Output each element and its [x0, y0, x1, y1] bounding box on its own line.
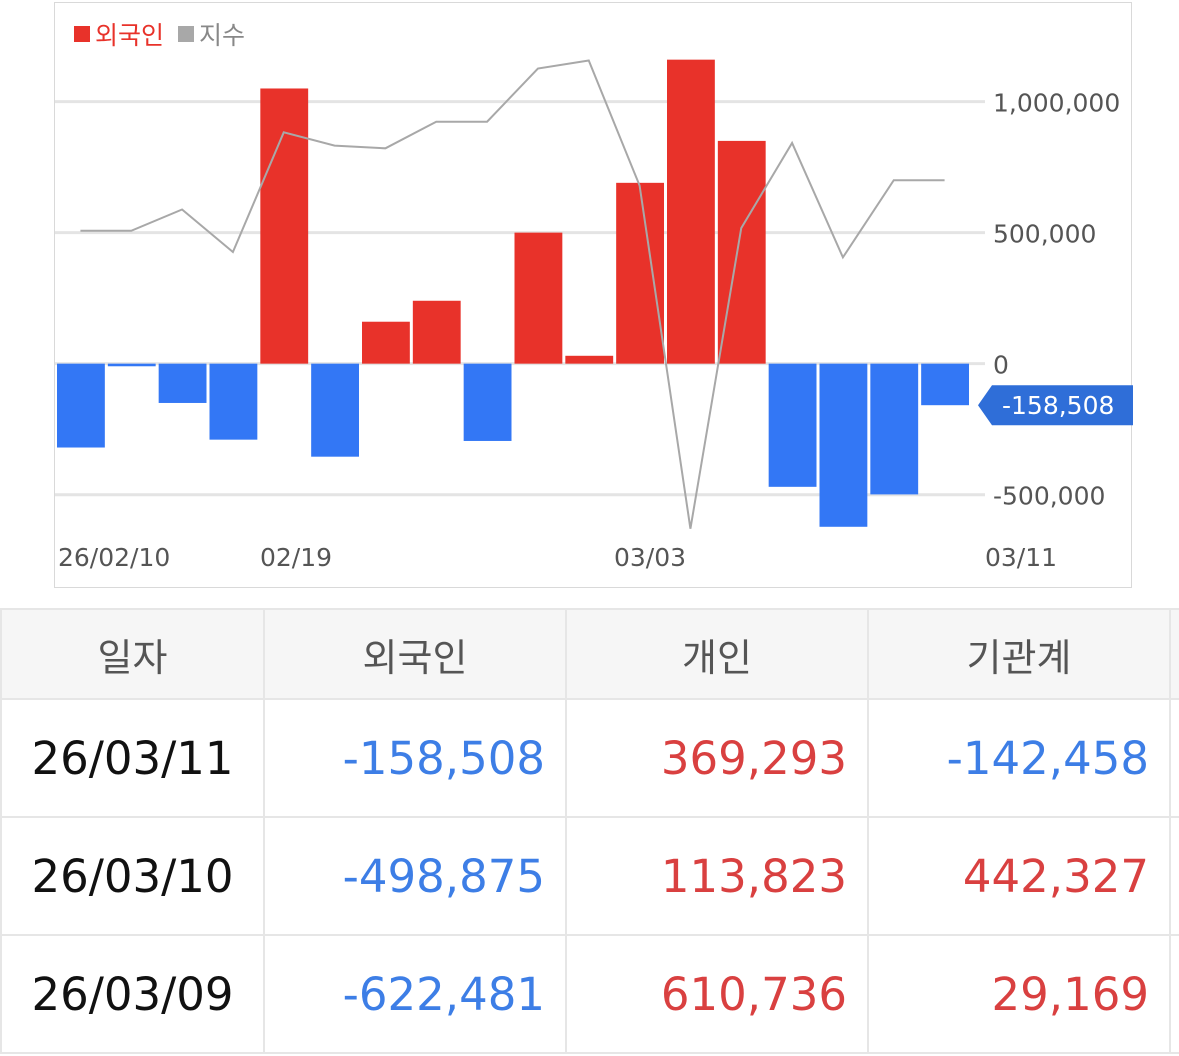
row-overflow [1169, 816, 1179, 936]
table-row[interactable]: 26/03/10 -498,875 113,823 442,327 [0, 816, 1179, 936]
bar-foreign-26/02/24[interactable] [412, 300, 461, 364]
row-foreign: -498,875 [263, 816, 567, 936]
bar-foreign-26/02/27[interactable] [565, 355, 614, 364]
legend-label-foreign: 외국인 [95, 21, 165, 50]
bar-foreign-26/03/05[interactable] [717, 140, 766, 364]
x-tick-label: 03/03 [614, 543, 686, 572]
bar-foreign-26/02/26[interactable] [514, 232, 563, 364]
index-line [80, 59, 945, 529]
row-individual: 369,293 [565, 698, 869, 818]
row-foreign: -158,508 [263, 698, 567, 818]
bar-foreign-26/02/12[interactable] [158, 363, 207, 403]
chart-legend: 외국인 지수 [74, 16, 259, 52]
header-overflow [1169, 608, 1179, 700]
legend-item-foreign: 외국인 [74, 16, 164, 52]
header-individual: 개인 [565, 608, 869, 700]
y-tick-label: 0 [993, 351, 1009, 380]
bar-foreign-26/03/04[interactable] [667, 59, 715, 364]
y-tick-label: -500,000 [993, 482, 1105, 511]
bar-foreign-26/03/09[interactable] [819, 363, 868, 527]
legend-swatch-foreign [74, 26, 90, 42]
table-row[interactable]: 26/03/11 -158,508 369,293 -142,458 [0, 698, 1179, 818]
bar-foreign-26/03/11[interactable] [921, 363, 969, 406]
bar-foreign-26/03/03[interactable] [616, 182, 664, 364]
bar-foreign-26/02/10[interactable] [57, 363, 105, 448]
y-tick-label: 1,000,000 [993, 89, 1120, 118]
row-date: 26/03/10 [0, 816, 265, 936]
row-institution: 442,327 [867, 816, 1171, 936]
bar-foreign-26/02/23[interactable] [362, 321, 410, 364]
bar-foreign-26/02/20[interactable] [311, 363, 359, 457]
last-value-badge [978, 385, 1133, 426]
bar-foreign-26/02/11[interactable] [107, 363, 156, 367]
header-institution: 기관계 [867, 608, 1171, 700]
bar-foreign-26/02/13[interactable] [209, 363, 258, 440]
last-value-label: -158,508 [1002, 391, 1114, 420]
legend-item-index: 지수 [178, 16, 245, 52]
bar-foreign-26/02/25[interactable] [463, 363, 512, 441]
row-overflow [1169, 698, 1179, 818]
row-foreign: -622,481 [263, 934, 567, 1054]
row-institution: 29,169 [867, 934, 1171, 1054]
investor-trading-table: 일자 외국인 개인 기관계 26/03/11 -158,508 369,293 -14… [0, 608, 1179, 1054]
table-header-row: 일자 외국인 개인 기관계 [0, 608, 1179, 700]
x-tick-label: 26/02/10 [58, 543, 170, 572]
row-date: 26/03/11 [0, 698, 265, 818]
header-foreign: 외국인 [263, 608, 567, 700]
legend-swatch-index [178, 26, 195, 42]
legend-label-index: 지수 [199, 21, 246, 50]
row-overflow [1169, 934, 1179, 1054]
table-row[interactable]: 26/03/09 -622,481 610,736 29,169 [0, 934, 1179, 1054]
bar-foreign-26/03/06[interactable] [768, 363, 817, 487]
row-date: 26/03/09 [0, 934, 265, 1054]
row-institution: -142,458 [867, 698, 1171, 818]
row-individual: 610,736 [565, 934, 869, 1054]
header-date: 일자 [0, 608, 265, 700]
chart-frame [54, 2, 1132, 588]
row-individual: 113,823 [565, 816, 869, 936]
x-tick-label: 03/11 [985, 543, 1057, 572]
foreign-trading-chart: 1,000,000 500,000 0 -500,000 26/02/10 02/19 0… [55, 59, 1133, 572]
bar-foreign-26/02/19[interactable] [260, 88, 309, 364]
bar-foreign-26/03/10[interactable] [870, 363, 919, 495]
y-tick-label: 500,000 [993, 220, 1096, 249]
x-tick-label: 02/19 [260, 543, 332, 572]
